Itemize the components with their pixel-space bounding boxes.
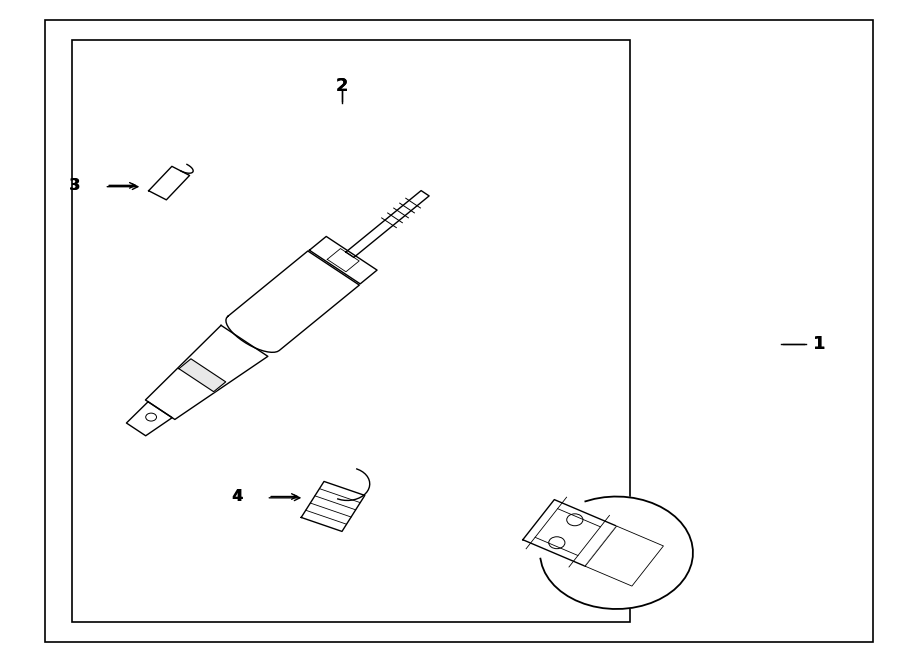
Text: 2: 2 bbox=[336, 77, 348, 95]
Polygon shape bbox=[585, 526, 663, 586]
Text: 3: 3 bbox=[69, 178, 80, 193]
Polygon shape bbox=[126, 402, 172, 436]
Polygon shape bbox=[310, 236, 377, 284]
Text: 4: 4 bbox=[231, 489, 242, 504]
Polygon shape bbox=[179, 359, 226, 392]
Polygon shape bbox=[540, 496, 693, 609]
Polygon shape bbox=[226, 251, 359, 352]
Polygon shape bbox=[302, 481, 364, 532]
Polygon shape bbox=[146, 325, 268, 420]
Text: 4: 4 bbox=[232, 489, 243, 504]
Polygon shape bbox=[523, 500, 616, 566]
Text: 3: 3 bbox=[70, 178, 81, 193]
Text: 1: 1 bbox=[813, 335, 825, 354]
Polygon shape bbox=[148, 166, 190, 200]
Text: 2: 2 bbox=[336, 77, 348, 95]
Bar bbox=[72, 40, 630, 622]
Polygon shape bbox=[346, 191, 429, 258]
Text: 1: 1 bbox=[813, 335, 825, 354]
